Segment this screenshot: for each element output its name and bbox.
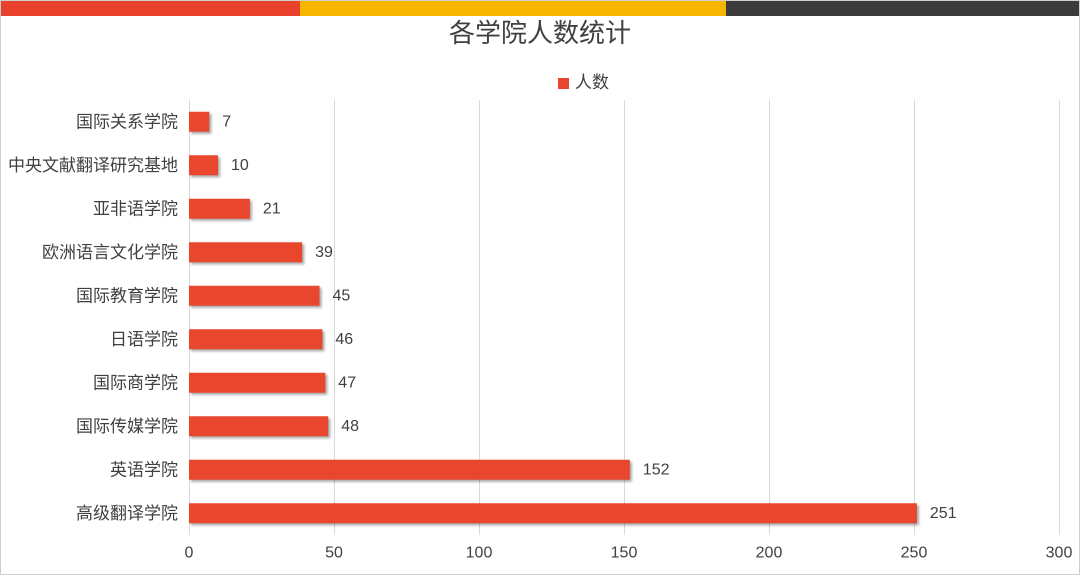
category-label: 国际关系学院 — [76, 112, 178, 131]
bars — [189, 111, 917, 524]
labels: 0 50 100 150 200 250 300 国际关系学院 7 中央文献翻译研究基地 10 亚非语… — [8, 112, 1072, 561]
data-label: 46 — [335, 331, 353, 348]
category-label: 国际商学院 — [93, 373, 178, 392]
bar — [189, 503, 917, 524]
color-strip — [0, 0, 1080, 16]
bar — [189, 416, 329, 437]
category-label: 中央文献翻译研究基地 — [8, 156, 178, 175]
gridlines — [189, 100, 1060, 535]
legend-swatch — [558, 77, 569, 89]
chart-title: 各学院人数统计 — [448, 18, 631, 48]
category-label: 欧洲语言文化学院 — [42, 243, 178, 262]
strip-segment-dark — [726, 0, 1080, 16]
data-label: 39 — [315, 244, 333, 261]
x-tick-label: 0 — [185, 545, 194, 562]
category-label: 高级翻译学院 — [76, 504, 178, 523]
bar — [189, 111, 210, 132]
strip-segment-red — [0, 0, 300, 16]
legend-label: 人数 — [575, 73, 609, 92]
x-tick-label: 150 — [611, 545, 638, 562]
bar — [189, 285, 320, 306]
category-label: 日语学院 — [110, 330, 178, 349]
bar — [189, 198, 250, 219]
bar — [189, 329, 323, 350]
data-label: 152 — [643, 461, 670, 478]
data-label: 45 — [333, 287, 351, 304]
data-label: 7 — [222, 113, 231, 130]
x-tick-label: 250 — [901, 545, 928, 562]
category-label: 英语学院 — [110, 460, 178, 479]
bar — [189, 459, 630, 480]
data-label: 10 — [231, 157, 249, 174]
data-label: 251 — [930, 505, 957, 522]
category-label: 国际传媒学院 — [76, 417, 178, 436]
x-tick-label: 50 — [325, 545, 343, 562]
category-label: 亚非语学院 — [93, 199, 178, 218]
strip-segment-gold — [300, 0, 726, 16]
bar — [189, 242, 303, 263]
x-tick-label: 300 — [1046, 545, 1073, 562]
data-label: 21 — [263, 200, 281, 217]
bar — [189, 155, 218, 176]
category-label: 国际教育学院 — [76, 286, 178, 305]
data-label: 47 — [338, 374, 356, 391]
bar — [189, 372, 326, 393]
x-tick-label: 200 — [756, 545, 783, 562]
data-label: 48 — [341, 418, 359, 435]
legend[interactable]: 人数 — [558, 72, 609, 94]
x-tick-label: 100 — [466, 545, 493, 562]
